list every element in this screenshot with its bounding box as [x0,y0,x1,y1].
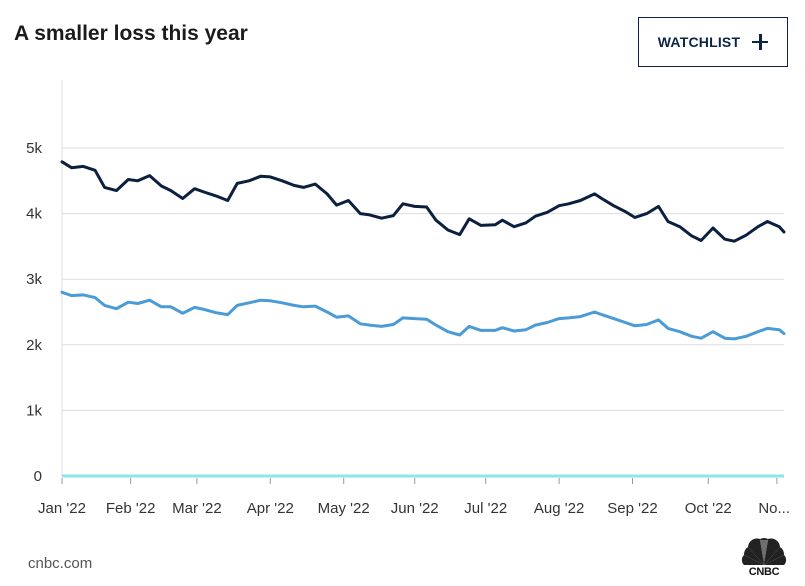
series-lines [60,160,786,341]
logo-wordmark: CNBC [748,566,780,578]
x-tick-label: Mar '22 [172,500,222,517]
x-tick-label: No... [758,500,790,517]
y-tick-label: 4k [26,206,42,223]
chart-title: A smaller loss this year [14,22,248,45]
line-chart: 0 1k 2k 3k 4k 5k Jan '22 Feb '22 Mar '22 Apr '22… [26,80,790,517]
watchlist-label: WATCHLIST [657,34,741,50]
plus-icon [752,34,769,50]
x-tick-label: Jul '22 [464,500,507,517]
y-tick-label: 2k [26,337,42,354]
x-tick-label: May '22 [318,500,370,517]
y-tick-label: 1k [26,402,42,419]
x-tick-label: Apr '22 [247,500,294,517]
x-tick-label: Jan '22 [38,500,86,517]
x-tick-label: Sep '22 [607,500,657,517]
cnbc-peacock-logo: CNBC [736,533,792,579]
watchlist-button[interactable]: WATCHLIST [638,17,788,67]
y-tick-label: 5k [26,140,42,157]
x-tick-label: Feb '22 [106,500,156,517]
x-tick-label: Jun '22 [391,500,439,517]
x-tick-label: Oct '22 [685,500,732,517]
x-tick-label: Aug '22 [534,500,584,517]
y-tick-label: 0 [34,468,42,485]
series-line-1 [60,160,786,243]
y-axis-labels: 0 1k 2k 3k 4k 5k [26,140,42,485]
series-line-2 [60,290,786,341]
source-label: cnbc.com [28,555,93,572]
x-axis-labels: Jan '22 Feb '22 Mar '22 Apr '22 May '22 Jun '… [38,478,790,517]
y-tick-label: 3k [26,271,42,288]
grid-lines [61,80,784,478]
